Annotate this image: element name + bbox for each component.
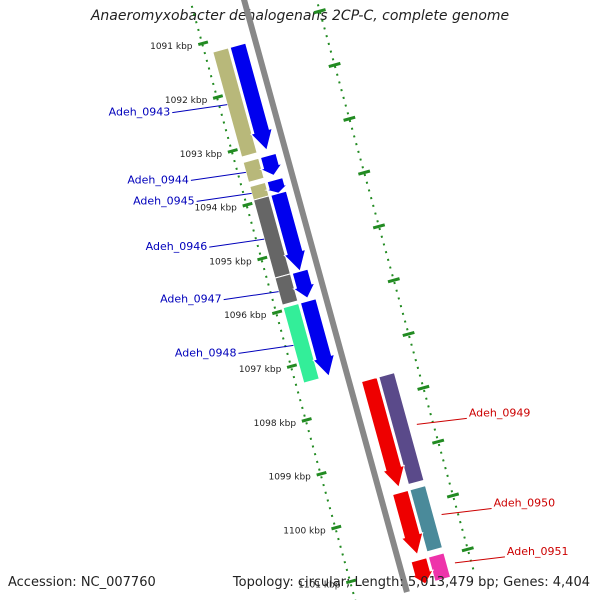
tick-mark: [286, 363, 298, 369]
gene-cog-block: [274, 273, 299, 306]
gene-cog-block: [212, 47, 258, 158]
tick-mark-right: [343, 115, 356, 122]
accession-label: Accession: NC_007760: [8, 575, 156, 590]
tick-label: 1093 kbp: [180, 150, 223, 160]
tick-label: 1098 kbp: [254, 419, 297, 429]
gene-cog-block: [282, 302, 320, 384]
gene-arrow: [291, 268, 316, 299]
gene-arrow: [259, 152, 284, 177]
gene-label-leader: [223, 291, 279, 301]
tick-mark-right: [387, 277, 400, 284]
tick-mark-right: [446, 492, 460, 499]
tick-mark: [331, 524, 342, 531]
tick-label: 1094 kbp: [194, 204, 237, 214]
tick-label: 1096 kbp: [224, 311, 267, 321]
gene-label-leader: [172, 104, 228, 114]
gene-label: Adeh_0944: [127, 173, 189, 186]
tick-mark: [257, 255, 268, 262]
gene-label: Adeh_0946: [146, 240, 208, 253]
tick-label: 1101 kbp: [298, 580, 341, 590]
gene-label-leader: [238, 344, 294, 354]
tick-guide-right: [315, 0, 476, 574]
gene-cog-block: [242, 157, 265, 183]
gene-label-leader: [441, 508, 492, 515]
gene-label-leader: [190, 171, 246, 181]
tick-mark-right: [402, 330, 415, 338]
tick-mark: [212, 94, 224, 100]
gene-arrow: [229, 42, 273, 152]
gene-arrow: [410, 557, 435, 585]
tick-label: 1091 kbp: [150, 42, 193, 52]
gene-arrow: [264, 177, 290, 194]
gene-label-leader: [416, 417, 467, 425]
gene-label: Adeh_0949: [469, 406, 531, 419]
tick-mark: [197, 40, 209, 47]
gene-arrow: [270, 190, 307, 273]
tick-mark-right: [372, 223, 386, 230]
map-title: Anaeromyxobacter dehalogenans 2CP-C, com…: [90, 8, 510, 24]
gene-label: Adeh_0951: [507, 545, 569, 558]
tick-label: 1097 kbp: [239, 365, 282, 375]
gene-label: Adeh_0943: [109, 106, 171, 119]
genome-summary: Topology: circular; Length: 5,013,479 bp…: [232, 575, 590, 590]
tick-mark-right: [357, 169, 371, 176]
gene-label-leader: [209, 238, 265, 248]
tick-mark-right: [313, 8, 326, 15]
gene-label-leader: [454, 556, 505, 564]
gene-arrow: [391, 489, 424, 556]
tick-mark: [345, 578, 357, 585]
tick-mark: [316, 470, 327, 477]
gene-arrow: [360, 376, 405, 489]
tick-mark-right: [417, 384, 430, 391]
gene-cog-block: [409, 485, 444, 553]
gene-label: Adeh_0945: [133, 194, 195, 207]
gene-label: Adeh_0947: [160, 293, 222, 306]
tick-label: 1100 kbp: [283, 526, 326, 536]
gene-cog-block: [427, 552, 452, 583]
gene-label-leader: [196, 192, 252, 202]
tick-label: 1095 kbp: [209, 257, 252, 267]
tick-mark-right: [461, 546, 474, 553]
tick-mark-right: [328, 61, 341, 69]
gene-cog-block: [378, 372, 425, 486]
tick-mark: [301, 417, 312, 423]
tick-mark: [242, 201, 253, 208]
tick-mark: [271, 309, 283, 316]
tick-mark-right: [431, 438, 445, 445]
tick-mark: [227, 148, 238, 154]
genome-backbone: [241, 0, 410, 593]
gene-label: Adeh_0948: [175, 346, 237, 359]
gene-arrow: [299, 298, 336, 378]
tick-label: 1092 kbp: [165, 96, 208, 106]
gene-label: Adeh_0950: [494, 496, 556, 509]
tick-label: 1099 kbp: [268, 473, 311, 483]
